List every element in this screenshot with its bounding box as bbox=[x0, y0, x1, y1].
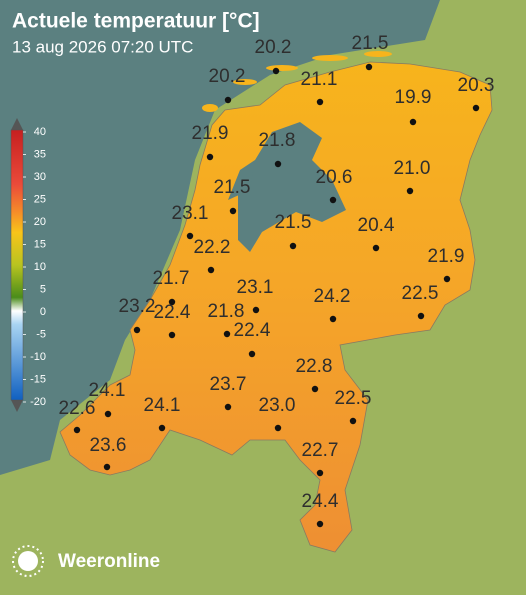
station-temperature: 23.1 bbox=[237, 277, 274, 298]
station-dot bbox=[158, 424, 166, 432]
station-temperature: 23.7 bbox=[210, 374, 247, 395]
station-temperature: 24.1 bbox=[144, 395, 181, 416]
station-temperature: 20.4 bbox=[358, 215, 395, 236]
sea bbox=[0, 0, 440, 475]
ijsselmeer bbox=[238, 122, 346, 252]
inland-water bbox=[228, 160, 255, 200]
brand-name: Weeronline bbox=[58, 551, 160, 572]
colorbar-label: -10 bbox=[30, 351, 46, 363]
station-temperature: 22.4 bbox=[234, 320, 271, 341]
station-temperature: 21.7 bbox=[153, 268, 190, 289]
station-temperature: 19.9 bbox=[395, 87, 432, 108]
station-temperature: 21.9 bbox=[428, 246, 465, 267]
station-dot bbox=[207, 266, 215, 274]
station-temperature: 21.1 bbox=[301, 69, 338, 90]
station-dot bbox=[206, 153, 214, 161]
brand-logo bbox=[12, 545, 44, 577]
station-temperature: 21.5 bbox=[352, 33, 389, 54]
station-dot bbox=[274, 160, 282, 168]
station-temperature: 22.4 bbox=[154, 302, 191, 323]
station-dot bbox=[406, 187, 414, 195]
station-dot bbox=[73, 426, 81, 434]
station-temperature: 24.4 bbox=[302, 491, 339, 512]
station-dot bbox=[223, 330, 231, 338]
station-dot bbox=[311, 385, 319, 393]
station-dot bbox=[274, 424, 282, 432]
station-dot bbox=[248, 350, 256, 358]
colorbar-label: 25 bbox=[34, 193, 46, 205]
colorbar bbox=[10, 129, 24, 401]
colorbar-label: -15 bbox=[30, 373, 46, 385]
station-dot bbox=[103, 463, 111, 471]
colorbar-label: 15 bbox=[34, 238, 46, 250]
station-temperature: 22.7 bbox=[302, 440, 339, 461]
colorbar-label: 30 bbox=[34, 171, 46, 183]
station-dot bbox=[316, 98, 324, 106]
station-dot bbox=[349, 417, 357, 425]
station-temperature: 24.1 bbox=[89, 380, 126, 401]
station-temperature: 21.8 bbox=[259, 130, 296, 151]
colorbar-label: 0 bbox=[40, 306, 46, 318]
station-temperature: 22.8 bbox=[296, 356, 333, 377]
station-temperature: 21.5 bbox=[214, 177, 251, 198]
station-dot bbox=[443, 275, 451, 283]
station-dot bbox=[316, 469, 324, 477]
station-dot bbox=[224, 403, 232, 411]
station-dot bbox=[168, 298, 176, 306]
station-dot bbox=[372, 244, 380, 252]
station-dot bbox=[272, 67, 280, 75]
station-temperature: 22.5 bbox=[335, 388, 372, 409]
station-temperature: 23.6 bbox=[90, 435, 127, 456]
station-dot bbox=[229, 207, 237, 215]
station-temperature: 22.5 bbox=[402, 283, 439, 304]
colorbar-label: 35 bbox=[34, 148, 46, 160]
station-temperature: 22.6 bbox=[59, 398, 96, 419]
station-temperature: 21.5 bbox=[275, 212, 312, 233]
station-dot bbox=[133, 326, 141, 334]
station-temperature: 20.2 bbox=[255, 37, 292, 58]
subtitle: 13 aug 2026 07:20 UTC bbox=[12, 37, 193, 56]
station-temperature: 21.0 bbox=[394, 158, 431, 179]
station-dot bbox=[365, 63, 373, 71]
station-dot bbox=[186, 232, 194, 240]
netherlands bbox=[59, 61, 493, 553]
station-temperature: 23.2 bbox=[119, 296, 156, 317]
colorbar-label: 10 bbox=[34, 261, 46, 273]
station-dot bbox=[224, 96, 232, 104]
station-dot bbox=[409, 118, 417, 126]
title: Actuele temperatuur [°C] bbox=[12, 10, 260, 33]
station-temperature: 20.2 bbox=[209, 66, 246, 87]
station-dot bbox=[168, 331, 176, 339]
station-temperature: 21.8 bbox=[208, 301, 245, 322]
colorbar-label: -5 bbox=[36, 328, 46, 340]
station-dot bbox=[289, 242, 297, 250]
station-dot bbox=[252, 306, 260, 314]
station-dot bbox=[329, 315, 337, 323]
station-dot bbox=[472, 104, 480, 112]
station-temperature: 22.2 bbox=[194, 237, 231, 258]
station-temperature: 23.0 bbox=[259, 395, 296, 416]
station-dot bbox=[316, 520, 324, 528]
station-dot bbox=[104, 410, 112, 418]
station-dot bbox=[329, 196, 337, 204]
colorbar-label: -20 bbox=[30, 396, 46, 408]
station-temperature: 24.2 bbox=[314, 286, 351, 307]
station-temperature: 20.6 bbox=[316, 167, 353, 188]
colorbar-label: 20 bbox=[34, 216, 46, 228]
colorbar-label: 40 bbox=[34, 126, 46, 138]
station-temperature: 20.3 bbox=[458, 75, 495, 96]
station-dot bbox=[417, 312, 425, 320]
colorbar-label: 5 bbox=[40, 283, 46, 295]
station-temperature: 21.9 bbox=[192, 123, 229, 144]
station-temperature: 23.1 bbox=[172, 203, 209, 224]
